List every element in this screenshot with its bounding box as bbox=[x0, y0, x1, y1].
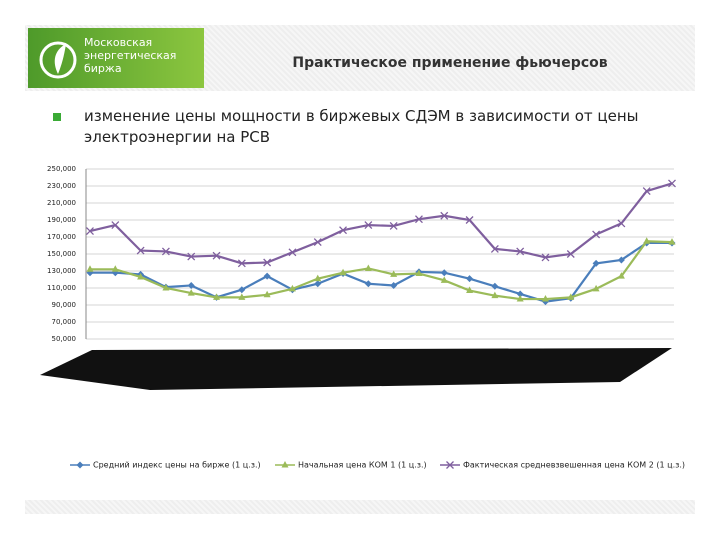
data-point bbox=[390, 281, 398, 289]
y-tick-label: 110,000 bbox=[47, 284, 76, 292]
data-point bbox=[111, 265, 119, 272]
data-point bbox=[566, 250, 575, 258]
data-point bbox=[137, 272, 145, 280]
series-line bbox=[89, 182, 673, 265]
data-point bbox=[339, 268, 347, 276]
y-tick-label: 90,000 bbox=[52, 301, 77, 309]
data-point bbox=[642, 187, 651, 196]
data-point bbox=[314, 274, 322, 282]
data-point bbox=[136, 246, 145, 255]
data-point bbox=[162, 284, 170, 291]
data-point bbox=[161, 247, 170, 256]
data-point bbox=[617, 272, 625, 279]
data-point bbox=[313, 238, 322, 247]
x-axis-labels-blur bbox=[40, 348, 672, 390]
data-point bbox=[668, 238, 676, 245]
data-point bbox=[339, 226, 348, 235]
data-point bbox=[389, 221, 398, 230]
legend-label: Фактическая средневзвешенная цена КОМ 2 … bbox=[463, 461, 685, 470]
logo-text: энергетическая bbox=[84, 49, 177, 62]
legend-label: Средний индекс цены на бирже (1 ц.з.) bbox=[93, 461, 261, 470]
y-tick-label: 130,000 bbox=[47, 267, 76, 275]
bullet-marker bbox=[53, 113, 61, 121]
data-point bbox=[187, 289, 195, 296]
data-point bbox=[541, 295, 549, 302]
data-point bbox=[187, 252, 196, 261]
data-point bbox=[263, 272, 271, 280]
data-point bbox=[86, 227, 94, 236]
data-point bbox=[466, 286, 474, 294]
data-point bbox=[364, 264, 372, 271]
series-line bbox=[90, 240, 673, 301]
data-point bbox=[592, 284, 600, 292]
data-point bbox=[440, 276, 448, 283]
data-point bbox=[440, 269, 448, 277]
data-point bbox=[491, 282, 499, 290]
data-point bbox=[238, 286, 246, 294]
data-point bbox=[263, 290, 271, 298]
y-tick-label: 210,000 bbox=[47, 199, 76, 207]
data-point bbox=[617, 219, 626, 228]
data-point bbox=[668, 179, 676, 188]
data-point bbox=[111, 221, 120, 230]
data-point bbox=[414, 215, 423, 224]
series-line bbox=[90, 241, 672, 303]
data-point bbox=[490, 244, 499, 253]
data-point bbox=[466, 275, 474, 283]
data-point bbox=[187, 281, 195, 289]
bullet-text: изменение цены мощности в биржевых СДЭМ … bbox=[84, 107, 639, 146]
data-point bbox=[314, 280, 322, 288]
y-tick-label: 190,000 bbox=[47, 216, 76, 224]
data-point bbox=[440, 211, 449, 220]
data-point bbox=[212, 251, 221, 260]
data-point bbox=[415, 269, 423, 277]
data-point bbox=[263, 258, 272, 267]
data-point bbox=[592, 230, 601, 239]
logo-icon bbox=[39, 41, 77, 79]
legend-marker bbox=[281, 461, 289, 468]
legend-marker bbox=[446, 461, 454, 469]
y-tick-label: 170,000 bbox=[47, 233, 76, 241]
y-tick-label: 70,000 bbox=[52, 318, 77, 326]
y-tick-label: 50,000 bbox=[52, 335, 77, 343]
y-tick-label: 150,000 bbox=[47, 250, 76, 258]
y-tick-label: 250,000 bbox=[47, 165, 76, 173]
y-tick-label: 230,000 bbox=[47, 182, 76, 190]
data-point bbox=[390, 270, 398, 277]
data-point bbox=[364, 221, 373, 230]
data-point bbox=[288, 248, 297, 257]
data-point bbox=[592, 259, 600, 267]
data-point bbox=[617, 256, 625, 264]
slide-title: Практическое применение фьючерсов bbox=[292, 55, 608, 71]
legend-label: Начальная цена КОМ 1 (1 ц.з.) bbox=[298, 461, 427, 470]
logo: Московская энергетическая биржа bbox=[28, 28, 204, 88]
data-point bbox=[364, 280, 372, 288]
data-point bbox=[567, 293, 575, 300]
legend-marker bbox=[76, 461, 84, 469]
data-point bbox=[213, 293, 221, 300]
data-point bbox=[237, 259, 246, 268]
logo-text: Московская bbox=[84, 36, 153, 49]
data-point bbox=[238, 293, 246, 300]
data-point bbox=[516, 290, 524, 298]
data-point bbox=[288, 284, 296, 292]
data-point bbox=[465, 216, 474, 224]
data-point bbox=[516, 295, 524, 302]
data-point bbox=[491, 291, 499, 299]
data-point bbox=[643, 237, 651, 244]
data-point bbox=[86, 265, 94, 272]
logo-text: биржа bbox=[84, 62, 122, 75]
data-point bbox=[541, 253, 550, 262]
footer-band bbox=[25, 500, 695, 514]
data-point bbox=[516, 247, 525, 256]
